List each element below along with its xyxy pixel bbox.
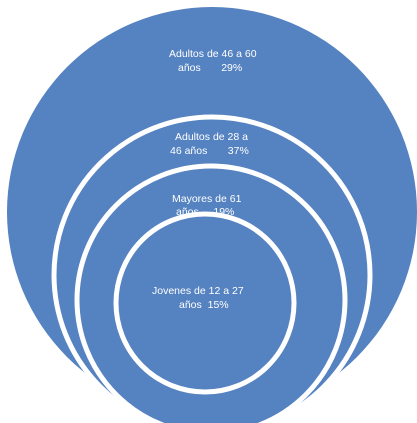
label-jovenes-12-27-line2: años 15%: [179, 299, 229, 311]
label-jovenes-12-27-line1: Jovenes de 12 a 27: [152, 285, 244, 297]
label-adultos-46-60-line2: años 29%: [178, 62, 242, 74]
label-adultos-28-46-line2: 46 años 37%: [170, 145, 249, 157]
label-mayores-61-line1: Mayores de 61: [172, 193, 242, 205]
label-mayores-61-line2: años 19%: [176, 206, 234, 218]
label-adultos-46-60-line1: Adultos de 46 a 60: [169, 48, 257, 60]
circle-jovenes-12-27: [113, 211, 297, 395]
label-adultos-28-46-line1: Adultos de 28 a: [175, 131, 248, 143]
